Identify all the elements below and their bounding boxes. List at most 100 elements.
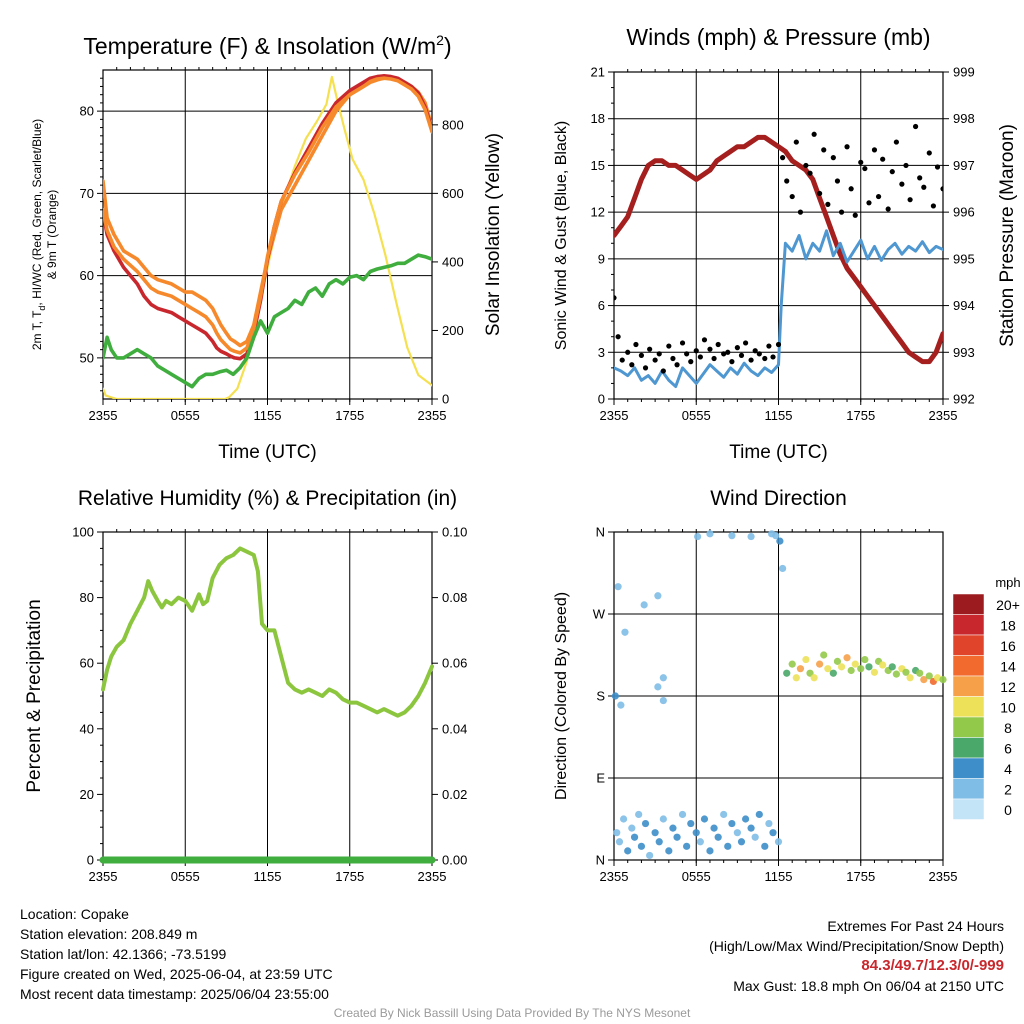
y-label-sub: d	[37, 306, 47, 311]
x-axis-label: Time (UTC)	[218, 442, 317, 463]
direction-point	[696, 838, 704, 846]
y-tick-label: 18	[591, 111, 605, 126]
direction-point	[761, 842, 769, 850]
y-tick-label: 70	[80, 186, 94, 201]
gust-point	[652, 357, 658, 363]
gust-point	[633, 341, 639, 348]
direction-point	[857, 665, 865, 673]
gust-point	[752, 348, 758, 354]
station-info: Location: Copake Station elevation: 208.…	[20, 904, 333, 1004]
gust-point	[748, 357, 754, 363]
gust-point	[693, 348, 699, 354]
gust-point	[848, 186, 854, 192]
colorbar-label: 16	[1000, 638, 1016, 654]
gust-point	[647, 346, 653, 352]
y2-tick-label: 0.06	[442, 656, 467, 671]
gust-point	[903, 162, 909, 169]
rh-line	[101, 546, 434, 718]
y-tick-label: E	[596, 771, 605, 786]
y2-tick-label: 997	[953, 158, 975, 173]
y2-tick-label: 992	[953, 392, 975, 407]
direction-point	[829, 669, 837, 677]
direction-point	[892, 670, 900, 678]
y2-tick-label: 400	[442, 254, 464, 269]
gust-point	[930, 203, 937, 209]
direction-point	[619, 815, 628, 823]
direction-point	[902, 668, 910, 676]
x-tick-label: 2355	[89, 408, 118, 423]
colorbar-swatch	[952, 655, 985, 677]
chart-title-sup: 2	[436, 32, 444, 48]
y2-tick-label: 995	[953, 251, 975, 266]
direction-point	[925, 672, 933, 680]
gust-point	[734, 345, 740, 351]
direction-point	[747, 532, 755, 541]
temperature-line-3	[103, 76, 432, 355]
chart-title-main: Temperature (F) & Insolation (W/m	[83, 33, 436, 59]
direction-point	[792, 674, 800, 682]
y-tick-label: S	[596, 689, 605, 704]
x-tick-label: 1755	[846, 408, 875, 423]
y-tick-label: 50	[80, 350, 94, 365]
y-axis-label: Sonic Wind & Gust (Blue, Black)	[553, 121, 570, 350]
direction-point	[673, 833, 681, 841]
panel-temperature: 2355 0555 1155 1755 235550607080020040060080…	[30, 32, 504, 463]
x-tick-label: 2355	[600, 869, 629, 884]
direction-point	[655, 838, 663, 846]
x-tick-label: 1155	[254, 408, 282, 423]
x-tick-label: 2355	[418, 869, 447, 884]
gust-point	[725, 349, 731, 355]
colorbar-swatch	[952, 634, 985, 656]
gust-point	[642, 365, 649, 371]
gust-point	[912, 123, 919, 130]
direction-point	[728, 819, 736, 828]
extremes-panel: Extremes For Past 24 Hours (High/Low/Max…	[709, 916, 1004, 996]
direction-point	[920, 676, 928, 684]
extremes-values: 84.3/49.7/12.3/0/-999	[861, 957, 1004, 974]
direction-point	[630, 833, 639, 841]
gust-point	[674, 362, 680, 368]
direction-point	[742, 815, 750, 823]
direction-point	[706, 847, 714, 855]
y-tick-label: 20	[80, 787, 94, 802]
y-axis-label-line1: 2m T, Td, HI/WC (Red, Green, Scarlet/Blu…	[30, 119, 47, 350]
gust-point	[625, 349, 631, 355]
chart-title: Relative Humidity (%) & Precipitation (i…	[78, 487, 457, 510]
direction-point	[611, 692, 619, 700]
gust-point	[917, 175, 923, 181]
direction-point	[816, 660, 824, 668]
y-tick-label: 80	[80, 590, 94, 605]
gust-point	[862, 165, 868, 172]
direction-point	[783, 669, 791, 677]
gust-point	[921, 184, 927, 190]
y2-tick-label: 998	[953, 111, 975, 126]
gust-point	[697, 354, 703, 360]
direction-point	[772, 532, 780, 540]
x-tick-label: 2355	[929, 408, 958, 423]
gust-point	[729, 359, 735, 365]
direction-point	[774, 838, 783, 846]
direction-point	[939, 676, 947, 684]
colorbar-title: mph	[995, 575, 1020, 590]
chart-title-close: )	[444, 33, 452, 59]
direction-point	[624, 847, 632, 855]
gust-point	[834, 178, 841, 184]
y2-tick-label: 0	[442, 392, 449, 407]
colorbar-swatch	[952, 593, 985, 615]
y-label-part2: , HI/WC (Red, Green, Scarlet/Blue)	[30, 119, 44, 306]
gust-point	[721, 351, 727, 357]
y-tick-label: 60	[80, 268, 94, 283]
gust-point	[889, 169, 895, 175]
y-tick-label: 21	[591, 65, 605, 80]
gust-point	[844, 144, 850, 150]
extremes-subtitle: (High/Low/Max Wind/Precipitation/Snow De…	[709, 938, 1004, 954]
x-tick-label: 2355	[418, 408, 447, 423]
colorbar-swatch	[952, 614, 985, 636]
temperature-line-0	[103, 75, 432, 399]
gust-point	[738, 352, 745, 358]
gust-point	[825, 201, 831, 207]
colorbar-swatch	[952, 798, 985, 820]
direction-point	[706, 530, 714, 538]
direction-point	[879, 661, 887, 669]
x-tick-label: 1155	[765, 869, 793, 884]
